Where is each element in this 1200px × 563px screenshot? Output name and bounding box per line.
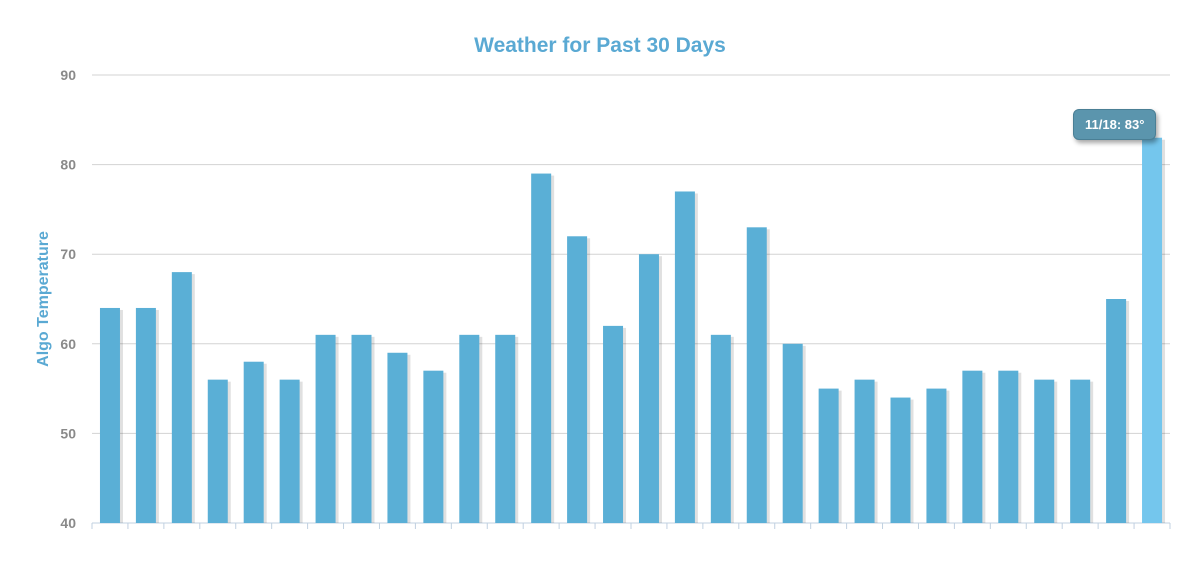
bar-tooltip: 11/18: 83° (1073, 108, 1157, 140)
bar[interactable] (243, 361, 264, 523)
bar[interactable] (962, 370, 983, 523)
bar[interactable] (603, 325, 624, 523)
bar[interactable] (207, 379, 228, 523)
bar[interactable] (818, 388, 839, 523)
bar[interactable] (782, 343, 803, 523)
bar[interactable] (99, 307, 120, 523)
bar[interactable] (1106, 299, 1127, 523)
bar[interactable] (674, 191, 695, 524)
bar[interactable] (710, 334, 731, 523)
bar[interactable] (1070, 379, 1091, 523)
y-axis-label: Algo Temperature (35, 231, 52, 367)
bar[interactable] (1034, 379, 1055, 523)
bar[interactable] (315, 334, 336, 523)
bar[interactable] (171, 272, 192, 523)
bar[interactable] (495, 334, 516, 523)
y-tick-label: 50 (60, 425, 76, 441)
bar[interactable] (279, 379, 300, 523)
y-tick-label: 70 (60, 246, 76, 262)
chart-title: Weather for Past 30 Days (474, 34, 726, 57)
bars (99, 137, 1166, 524)
bar[interactable] (854, 379, 875, 523)
bar[interactable] (567, 236, 588, 523)
y-tick-label: 40 (60, 515, 76, 531)
bar[interactable] (135, 307, 156, 523)
y-axis-ticks: 40 50 60 70 80 90 (60, 67, 76, 531)
bar[interactable] (387, 352, 408, 523)
bar[interactable] (423, 370, 444, 523)
bar[interactable] (531, 173, 552, 523)
bar[interactable] (351, 334, 372, 523)
bar[interactable] (998, 370, 1019, 523)
bar[interactable] (746, 227, 767, 523)
y-tick-label: 60 (60, 336, 76, 352)
bar[interactable] (926, 388, 947, 523)
bar[interactable] (1142, 137, 1163, 523)
bar[interactable] (459, 334, 480, 523)
bar[interactable] (890, 397, 911, 523)
bar[interactable] (638, 254, 659, 523)
grid-lines (91, 74, 1171, 529)
y-tick-label: 80 (60, 157, 76, 173)
y-tick-label: 90 (60, 67, 76, 83)
